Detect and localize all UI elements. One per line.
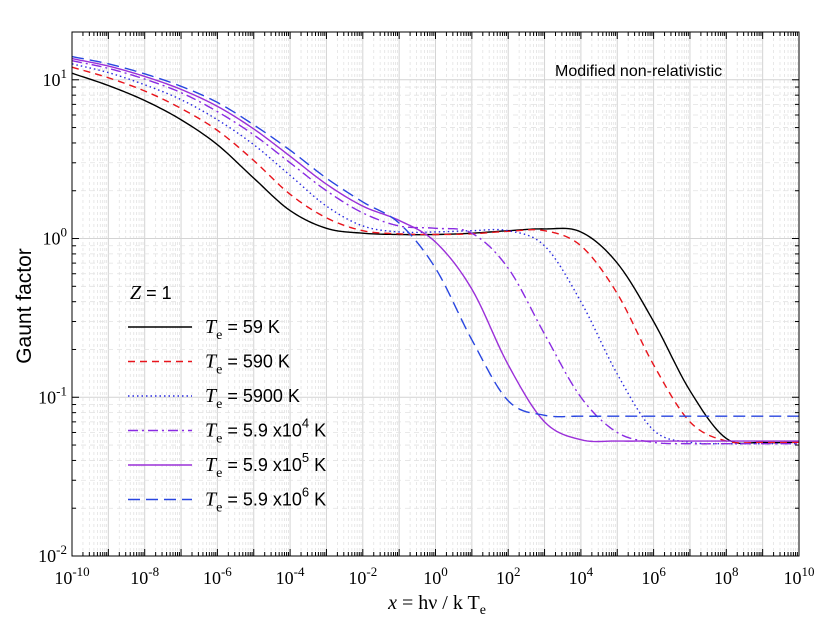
x-axis-label-var: x bbox=[387, 592, 397, 614]
legend-label-4: Te = 5.9 x104 K bbox=[205, 416, 326, 447]
y-tick-labels: 10-2 10-1 100 101 bbox=[38, 66, 67, 566]
legend: Z = 1 Te = 59 K Te = 590 K Te = 5900 K Te =… bbox=[128, 282, 326, 516]
legend-label-3: Te = 5900 K bbox=[205, 385, 300, 412]
x-tick-label: 1010 bbox=[784, 564, 815, 588]
x-tick-label: 10-10 bbox=[54, 564, 89, 588]
y-axis-label: Gaunt factor bbox=[13, 248, 36, 364]
y-tick-label: 10-2 bbox=[38, 542, 67, 566]
legend-label-5: Te = 5.9 x105 K bbox=[205, 450, 326, 481]
x-tick-label: 104 bbox=[569, 564, 594, 588]
y-tick-label: 100 bbox=[43, 225, 68, 249]
x-tick-label: 108 bbox=[714, 564, 739, 588]
series-line-2 bbox=[71, 66, 800, 444]
x-axis-label-sub: e bbox=[480, 603, 486, 618]
plot-annotation: Modified non-relativistic bbox=[555, 63, 722, 80]
x-axis-label-slash: / k T bbox=[437, 592, 479, 614]
x-tick-label: 102 bbox=[496, 564, 521, 588]
x-tick-label: 10-6 bbox=[203, 564, 232, 588]
series-line-5 bbox=[71, 57, 799, 443]
legend-title: Z = 1 bbox=[130, 282, 172, 304]
grid-lines bbox=[71, 31, 799, 557]
legend-label-1: Te = 59 K bbox=[205, 316, 280, 343]
x-axis-label-nu: ν bbox=[428, 592, 437, 614]
legend-title-var: Z bbox=[130, 282, 142, 304]
x-tick-label: 10-2 bbox=[348, 564, 377, 588]
legend-title-rest: = 1 bbox=[141, 283, 172, 303]
y-tick-label: 10-1 bbox=[38, 383, 67, 407]
x-tick-label: 10-8 bbox=[130, 564, 159, 588]
series-line-6 bbox=[71, 55, 799, 418]
legend-label-2: Te = 590 K bbox=[205, 351, 290, 378]
x-axis-label-eq: = h bbox=[397, 592, 428, 614]
x-tick-label: 100 bbox=[423, 564, 448, 588]
x-tick-labels: 10-10 10-8 10-6 10-4 10-2 100 102 104 106 108 1010 bbox=[54, 564, 814, 588]
y-tick-label: 101 bbox=[43, 66, 68, 90]
series-line-4 bbox=[71, 59, 799, 445]
legend-label-6: Te = 5.9 x106 K bbox=[205, 485, 326, 516]
axis-ticks bbox=[71, 31, 800, 557]
x-tick-label: 10-4 bbox=[276, 564, 305, 588]
x-tick-label: 106 bbox=[641, 564, 666, 588]
x-axis-label: x = hν / k Te bbox=[387, 592, 486, 618]
data-series bbox=[71, 55, 800, 445]
